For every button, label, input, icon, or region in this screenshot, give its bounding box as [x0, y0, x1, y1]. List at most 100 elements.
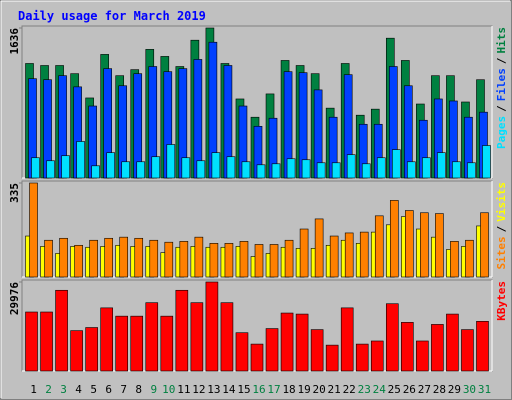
bar [385, 303, 399, 372]
x-tick-label: 21 [328, 383, 341, 396]
bar [480, 212, 489, 278]
x-tick-label: 31 [478, 383, 491, 396]
bar [74, 244, 83, 278]
bar [91, 165, 100, 179]
legend-entry: Visits [495, 182, 508, 222]
bar [284, 239, 294, 278]
bar [160, 315, 174, 372]
legend: Sites / Visits [495, 182, 508, 270]
bar [70, 330, 83, 372]
bar [280, 312, 294, 372]
x-tick-label: 2 [45, 383, 52, 396]
x-tick-label: 15 [237, 383, 250, 396]
bar [115, 315, 129, 372]
x-tick-label: 29 [448, 383, 461, 396]
x-tick-label: 1 [30, 383, 37, 396]
bar [435, 213, 444, 278]
x-tick-label: 14 [222, 383, 236, 396]
bar [196, 160, 206, 179]
x-tick-label: 5 [90, 383, 97, 396]
bar [461, 329, 474, 372]
bar [437, 152, 446, 179]
bar [166, 144, 176, 179]
x-tick-label: 7 [120, 383, 127, 396]
x-tick-label: 26 [403, 383, 416, 396]
bar [416, 340, 429, 372]
x-tick-label: 4 [75, 383, 82, 396]
bar [211, 152, 221, 179]
bar [450, 241, 459, 278]
bar [391, 149, 401, 179]
bar [119, 236, 129, 278]
y-tick-label: 335 [8, 183, 21, 203]
bar [329, 235, 339, 278]
bar [314, 218, 324, 278]
bar [104, 237, 113, 278]
bar [40, 311, 53, 372]
legend-entry: Pages [495, 116, 508, 149]
bar [55, 289, 68, 372]
bar [331, 162, 341, 179]
bar [239, 241, 249, 278]
bar [269, 244, 279, 278]
x-tick-label: 23 [358, 383, 371, 396]
bar [76, 141, 85, 179]
bar [256, 164, 266, 179]
bar [89, 239, 98, 278]
bar [431, 324, 444, 372]
bar [46, 160, 55, 179]
bar [100, 307, 113, 372]
y-tick-label: 1636 [8, 28, 21, 55]
bar [422, 157, 431, 179]
bar [271, 163, 281, 179]
bar [467, 162, 476, 179]
x-tick-label: 24 [373, 383, 387, 396]
bar [346, 154, 356, 179]
bar [209, 243, 219, 278]
bar [250, 343, 264, 372]
bar [85, 327, 98, 372]
bar [359, 231, 369, 278]
bar [407, 161, 416, 179]
bar [446, 313, 459, 372]
chart-title: Daily usage for March 2019 [18, 9, 206, 23]
bar [241, 161, 251, 179]
bar [370, 340, 384, 372]
bar [482, 145, 491, 179]
bar [254, 244, 264, 278]
x-tick-label: 10 [162, 383, 175, 396]
x-tick-label: 25 [388, 383, 401, 396]
x-tick-label: 11 [177, 383, 190, 396]
bar [420, 212, 429, 278]
x-tick-label: 28 [433, 383, 446, 396]
x-tick-label: 8 [135, 383, 142, 396]
bar [374, 215, 384, 278]
bar [301, 159, 311, 179]
bar [61, 155, 70, 179]
x-tick-label: 27 [418, 383, 431, 396]
x-tick-label: 16 [252, 383, 265, 396]
bar [181, 157, 191, 179]
bar [130, 315, 144, 372]
bar [235, 332, 249, 372]
bar [452, 161, 461, 179]
legend-separator: / [495, 105, 508, 112]
bar [194, 236, 204, 278]
bar [106, 152, 115, 179]
x-tick-label: 20 [313, 383, 326, 396]
bar [316, 162, 326, 179]
bar [361, 163, 371, 179]
bar [265, 328, 279, 372]
bar [355, 343, 369, 372]
legend-entry: Hits [495, 27, 508, 54]
bar [325, 344, 339, 372]
bar [476, 321, 489, 372]
bar [310, 329, 324, 372]
bar [344, 232, 354, 278]
x-tick-label: 9 [150, 383, 157, 396]
legend-separator: / [495, 225, 508, 232]
bar [31, 157, 40, 179]
bar [145, 302, 159, 372]
bar [121, 161, 131, 179]
